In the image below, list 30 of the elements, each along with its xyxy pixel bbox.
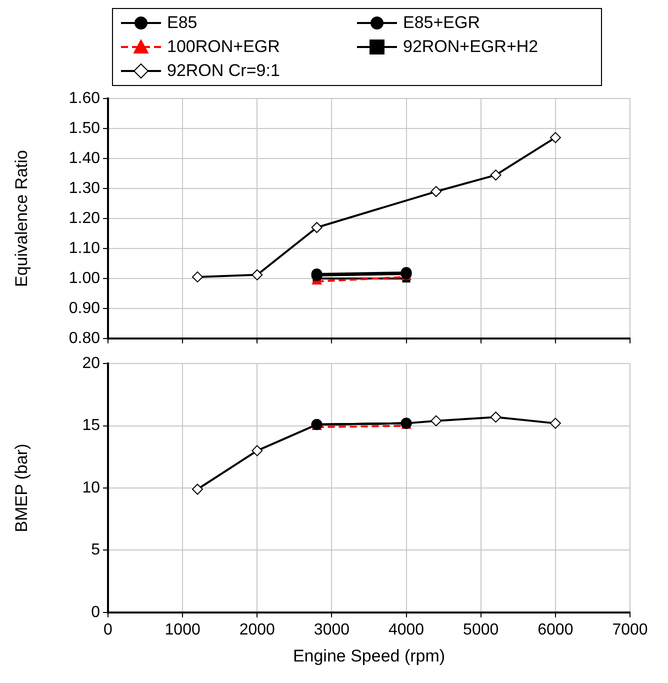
x-tick-label: 1000 (164, 621, 200, 638)
y-tick-label: 5 (91, 542, 100, 559)
y-tick-label: 0.90 (68, 300, 100, 317)
x-tick-label: 0 (104, 621, 113, 638)
legend-label: 92RON+EGR+H2 (403, 37, 538, 57)
y-tick-label: 0 (91, 604, 100, 621)
y-tick-label: 20 (82, 355, 100, 372)
x-tick-label: 4000 (388, 621, 424, 638)
y-tick-label: 1.60 (68, 90, 100, 108)
y-tick-label: 10 (82, 479, 100, 496)
x-tick-label: 3000 (314, 621, 350, 638)
x-tick-label: 2000 (239, 621, 276, 638)
x-tick-label: 6000 (538, 621, 574, 638)
y-tick-label: 1.50 (68, 120, 100, 137)
x-tick-label: 7000 (612, 621, 648, 638)
y-tick-label: 0.80 (68, 330, 100, 347)
legend-label: E85 (167, 13, 198, 33)
legend-label: 92RON Cr=9:1 (167, 61, 280, 81)
x-tick-label: 5000 (463, 621, 499, 638)
legend-label: E85+EGR (403, 13, 480, 33)
y-axis-title: BMEP (bar) (12, 444, 31, 532)
y-tick-label: 1.30 (68, 180, 100, 197)
y-tick-label: 1.20 (68, 210, 100, 227)
y-tick-label: 1.10 (68, 240, 100, 257)
y-tick-label: 15 (82, 417, 100, 434)
y-axis-title: Equivalence Ratio (12, 150, 31, 288)
y-tick-label: 1.00 (68, 270, 100, 287)
x-axis-title: Engine Speed (rpm) (292, 646, 446, 666)
y-tick-label: 1.40 (68, 150, 100, 167)
legend-label: 100RON+EGR (167, 37, 280, 57)
